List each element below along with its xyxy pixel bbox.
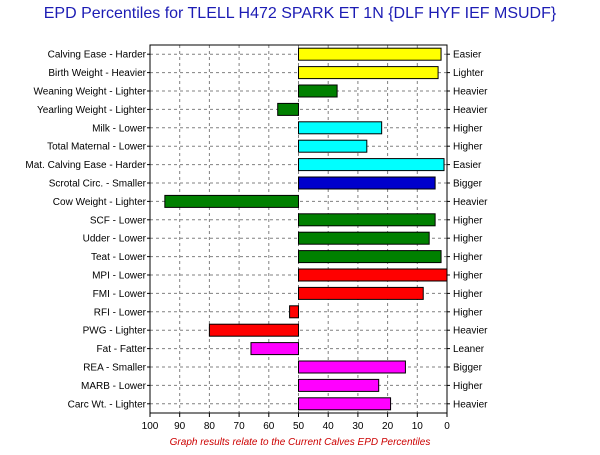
- row-label-right: Heavier: [453, 197, 488, 208]
- row-label-left: PWG - Lighter: [83, 326, 147, 337]
- x-tick-label: 60: [263, 421, 275, 432]
- row-label-right: Higher: [453, 271, 483, 282]
- x-tick-label: 40: [323, 421, 335, 432]
- bar: [298, 397, 392, 411]
- row-label-left: MARB - Lower: [81, 381, 147, 392]
- bar: [298, 360, 406, 374]
- row-label-left: Birth Weight - Heavier: [48, 68, 146, 79]
- bar: [298, 47, 442, 61]
- row-label-left: Calving Ease - Harder: [48, 50, 147, 61]
- row-label-left: MPI - Lower: [92, 271, 147, 282]
- bar: [298, 66, 439, 80]
- row-label-right: Higher: [453, 123, 483, 134]
- row-label-right: Higher: [453, 289, 483, 300]
- bar: [298, 378, 380, 392]
- row-label-right: Bigger: [453, 179, 483, 190]
- x-tick-label: 90: [174, 421, 186, 432]
- row-label-left: FMI - Lower: [93, 289, 147, 300]
- row-label-left: Weaning Weight - Lighter: [34, 87, 147, 98]
- bar: [298, 139, 368, 153]
- row-label-left: SCF - Lower: [90, 215, 147, 226]
- row-label-left: Yearling Weight - Lighter: [37, 105, 147, 116]
- row-label-right: Easier: [453, 160, 482, 171]
- bar: [208, 323, 299, 337]
- bar: [250, 342, 299, 356]
- row-label-left: Carc Wt. - Lighter: [68, 399, 147, 410]
- row-label-left: Fat - Fatter: [97, 344, 147, 355]
- chart-footnote: Graph results relate to the Current Calv…: [169, 437, 431, 448]
- row-label-right: Higher: [453, 307, 483, 318]
- row-label-right: Heavier: [453, 87, 488, 98]
- row-label-right: Easier: [453, 50, 482, 61]
- row-label-right: Higher: [453, 215, 483, 226]
- row-label-right: Higher: [453, 234, 483, 245]
- bar: [298, 268, 448, 282]
- x-tick-label: 50: [293, 421, 305, 432]
- row-label-left: Udder - Lower: [83, 234, 147, 245]
- bar: [298, 84, 338, 98]
- x-tick-label: 30: [352, 421, 364, 432]
- bar-layer: [164, 47, 448, 411]
- bar: [298, 176, 436, 190]
- bar: [298, 231, 430, 245]
- row-label-left: Cow Weight - Lighter: [53, 197, 147, 208]
- x-tick-label: 100: [142, 421, 159, 432]
- row-label-right: Bigger: [453, 363, 483, 374]
- bar: [298, 158, 445, 172]
- row-label-right: Leaner: [453, 344, 485, 355]
- row-label-right: Heavier: [453, 399, 488, 410]
- row-label-left: Scrotal Circ. - Smaller: [49, 179, 147, 190]
- row-label-left: Mat. Calving Ease - Harder: [25, 160, 146, 171]
- x-tick-label: 80: [204, 421, 216, 432]
- bar: [298, 121, 383, 135]
- chart-title: EPD Percentiles for TLELL H472 SPARK ET …: [43, 5, 557, 22]
- plot-frame: [149, 44, 448, 414]
- x-tick-label: 70: [234, 421, 246, 432]
- row-label-right: Higher: [453, 252, 483, 263]
- row-label-right: Lighter: [453, 68, 484, 79]
- row-label-left: Total Maternal - Lower: [47, 142, 147, 153]
- row-label-left: REA - Smaller: [83, 363, 146, 374]
- row-label-right: Heavier: [453, 105, 488, 116]
- x-tick-label: 20: [382, 421, 394, 432]
- bar: [298, 213, 436, 227]
- row-label-right: Higher: [453, 142, 483, 153]
- bar: [298, 250, 442, 264]
- bar: [298, 286, 424, 300]
- row-label-left: Milk - Lower: [92, 123, 147, 134]
- bar: [289, 305, 299, 319]
- x-tick-label: 0: [444, 421, 450, 432]
- bar: [164, 194, 299, 208]
- row-label-right: Higher: [453, 381, 483, 392]
- row-label-left: Teat - Lower: [91, 252, 147, 263]
- row-label-right: Heavier: [453, 326, 488, 337]
- bar: [277, 102, 299, 116]
- row-label-left: RFI - Lower: [94, 307, 147, 318]
- x-tick-label: 10: [412, 421, 424, 432]
